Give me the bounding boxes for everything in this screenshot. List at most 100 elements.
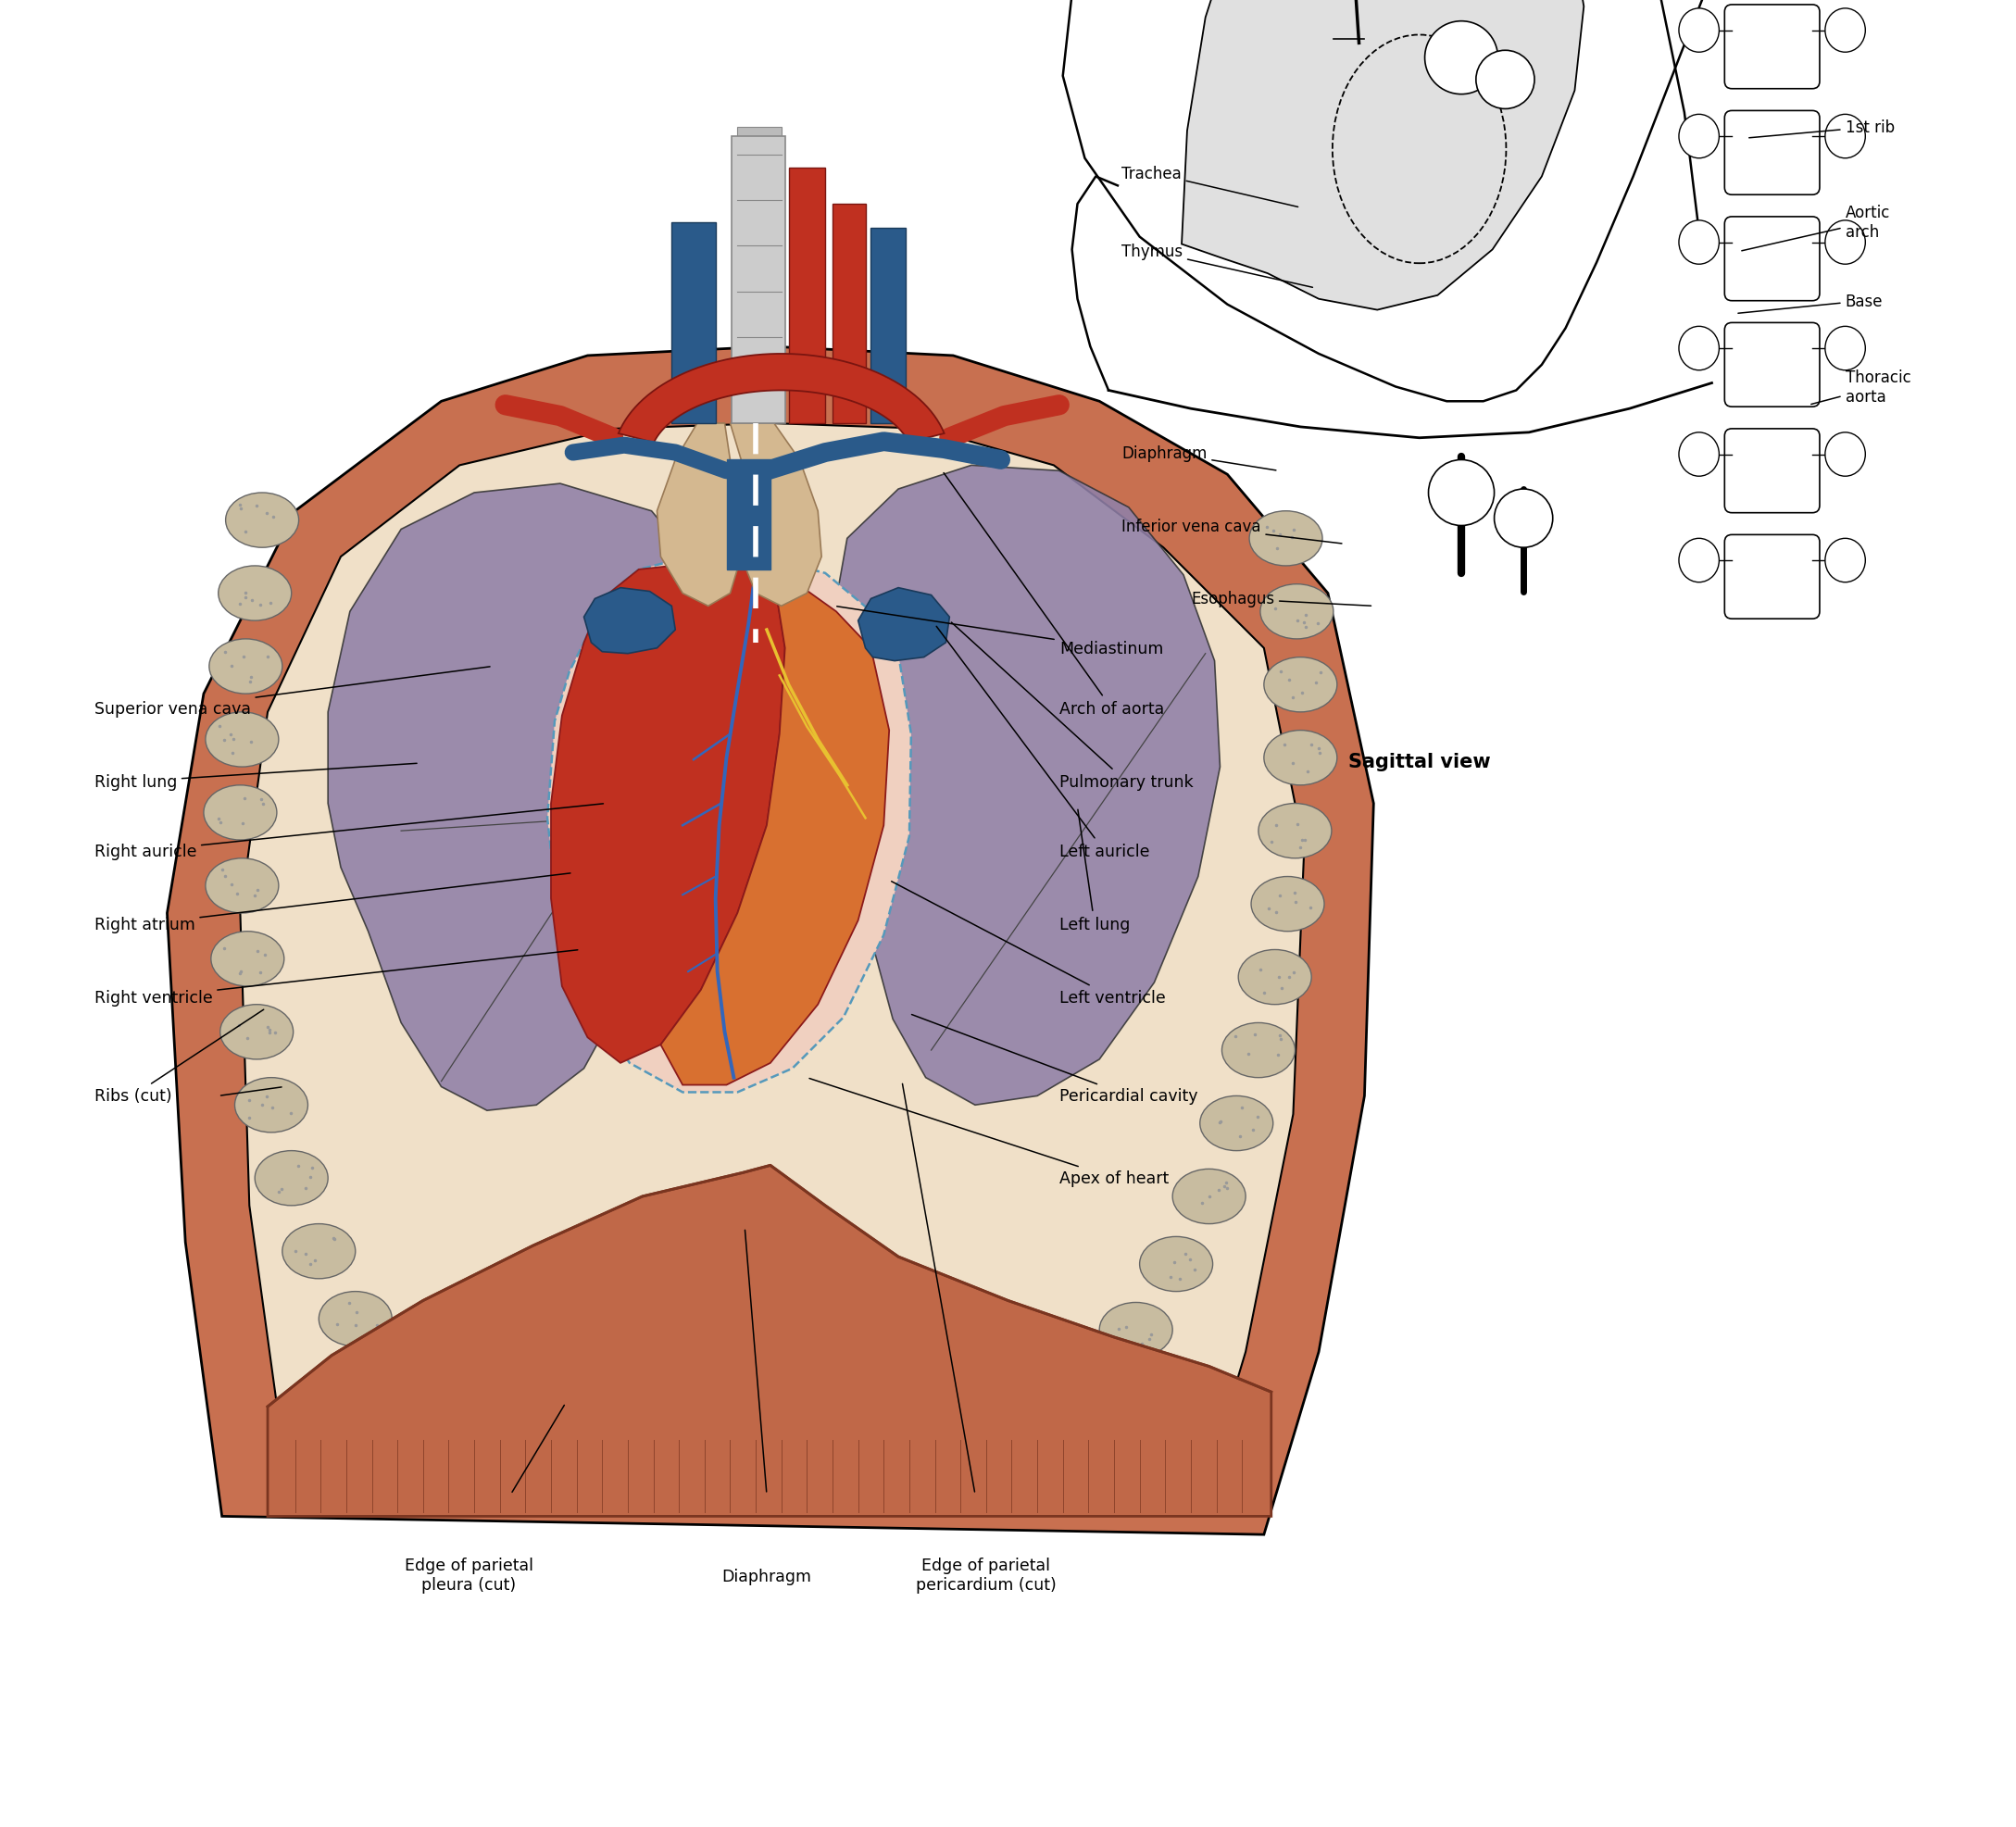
Ellipse shape xyxy=(1264,731,1337,786)
FancyBboxPatch shape xyxy=(1724,429,1820,513)
FancyBboxPatch shape xyxy=(1724,535,1820,619)
Text: Diaphragm: Diaphragm xyxy=(722,1568,812,1584)
Text: 1st rib: 1st rib xyxy=(1750,119,1895,139)
Text: Right atrium: Right atrium xyxy=(95,873,571,934)
Polygon shape xyxy=(732,137,784,424)
Ellipse shape xyxy=(1679,9,1720,53)
Circle shape xyxy=(1425,22,1498,95)
Text: Ribs (cut): Ribs (cut) xyxy=(95,1010,264,1105)
Polygon shape xyxy=(1062,0,1772,402)
Ellipse shape xyxy=(206,859,278,914)
Text: Base: Base xyxy=(1738,292,1883,314)
Ellipse shape xyxy=(1824,115,1865,159)
FancyBboxPatch shape xyxy=(1724,5,1820,90)
Polygon shape xyxy=(738,128,782,155)
Polygon shape xyxy=(550,563,784,1063)
Ellipse shape xyxy=(234,1078,308,1133)
Ellipse shape xyxy=(254,1151,329,1206)
Text: Superior vena cava: Superior vena cava xyxy=(95,667,490,718)
Ellipse shape xyxy=(1139,1237,1214,1292)
Text: Aortic
arch: Aortic arch xyxy=(1742,205,1891,252)
Ellipse shape xyxy=(226,493,298,548)
Ellipse shape xyxy=(1099,1303,1173,1357)
Text: Pulmonary trunk: Pulmonary trunk xyxy=(952,623,1193,791)
Ellipse shape xyxy=(1222,1023,1294,1078)
Polygon shape xyxy=(657,424,742,607)
Ellipse shape xyxy=(210,639,282,694)
Text: Apex of heart: Apex of heart xyxy=(808,1078,1169,1188)
Circle shape xyxy=(1494,490,1552,548)
Ellipse shape xyxy=(218,566,292,621)
Text: Mediastinum: Mediastinum xyxy=(837,607,1163,658)
Text: Thoracic
aorta: Thoracic aorta xyxy=(1810,369,1911,406)
Polygon shape xyxy=(661,570,889,1085)
Text: Right ventricle: Right ventricle xyxy=(95,950,579,1007)
Circle shape xyxy=(1429,460,1494,526)
Text: Trachea: Trachea xyxy=(1121,164,1298,208)
Ellipse shape xyxy=(220,1005,292,1060)
Text: Esophagus: Esophagus xyxy=(1191,590,1371,608)
FancyBboxPatch shape xyxy=(1724,323,1820,407)
Polygon shape xyxy=(730,424,823,607)
Text: Thymus: Thymus xyxy=(1121,243,1312,289)
Ellipse shape xyxy=(319,1292,391,1346)
Polygon shape xyxy=(738,219,782,247)
Ellipse shape xyxy=(206,713,278,767)
Ellipse shape xyxy=(1264,658,1337,713)
Text: Left ventricle: Left ventricle xyxy=(891,882,1165,1007)
Ellipse shape xyxy=(1824,327,1865,371)
Polygon shape xyxy=(546,555,911,1093)
Text: Sagittal view: Sagittal view xyxy=(1349,753,1490,771)
Text: Diaphragm: Diaphragm xyxy=(1121,444,1276,471)
Ellipse shape xyxy=(1824,221,1865,265)
Text: Left lung: Left lung xyxy=(1058,809,1129,934)
Ellipse shape xyxy=(282,1224,355,1279)
Text: Right lung: Right lung xyxy=(95,764,417,791)
Polygon shape xyxy=(619,354,943,444)
FancyBboxPatch shape xyxy=(1724,217,1820,301)
Ellipse shape xyxy=(204,786,276,840)
Ellipse shape xyxy=(1260,585,1333,639)
Polygon shape xyxy=(240,424,1304,1498)
Circle shape xyxy=(1476,51,1534,110)
FancyBboxPatch shape xyxy=(1724,111,1820,195)
Polygon shape xyxy=(671,223,716,424)
Text: Left auricle: Left auricle xyxy=(935,627,1149,861)
Polygon shape xyxy=(788,168,825,424)
Ellipse shape xyxy=(1173,1169,1246,1224)
Polygon shape xyxy=(738,311,782,338)
Ellipse shape xyxy=(1679,221,1720,265)
Ellipse shape xyxy=(1200,1096,1272,1151)
Polygon shape xyxy=(585,588,675,654)
Polygon shape xyxy=(859,588,950,661)
Polygon shape xyxy=(738,265,782,292)
Ellipse shape xyxy=(369,1352,442,1407)
Ellipse shape xyxy=(1250,512,1322,566)
Polygon shape xyxy=(167,347,1373,1535)
Ellipse shape xyxy=(1679,433,1720,477)
Polygon shape xyxy=(833,205,865,424)
Ellipse shape xyxy=(1679,539,1720,583)
Ellipse shape xyxy=(1679,327,1720,371)
Polygon shape xyxy=(738,356,782,384)
Text: Edge of parietal
pericardium (cut): Edge of parietal pericardium (cut) xyxy=(915,1557,1056,1593)
Polygon shape xyxy=(738,174,782,201)
Polygon shape xyxy=(871,228,905,424)
Text: Right auricle: Right auricle xyxy=(95,804,603,861)
Ellipse shape xyxy=(1824,433,1865,477)
Polygon shape xyxy=(329,484,712,1111)
Ellipse shape xyxy=(212,932,284,987)
Polygon shape xyxy=(1181,0,1585,311)
Ellipse shape xyxy=(1238,950,1312,1005)
Polygon shape xyxy=(833,466,1220,1105)
Text: Pericardial cavity: Pericardial cavity xyxy=(911,1014,1198,1105)
Text: Arch of aorta: Arch of aorta xyxy=(943,473,1163,718)
Polygon shape xyxy=(268,1166,1272,1516)
Ellipse shape xyxy=(1824,9,1865,53)
Text: Inferior vena cava: Inferior vena cava xyxy=(1121,517,1343,544)
Ellipse shape xyxy=(1824,539,1865,583)
Ellipse shape xyxy=(1679,115,1720,159)
Ellipse shape xyxy=(1054,1361,1127,1416)
Text: Edge of parietal
pleura (cut): Edge of parietal pleura (cut) xyxy=(405,1557,532,1593)
Ellipse shape xyxy=(1252,877,1325,932)
